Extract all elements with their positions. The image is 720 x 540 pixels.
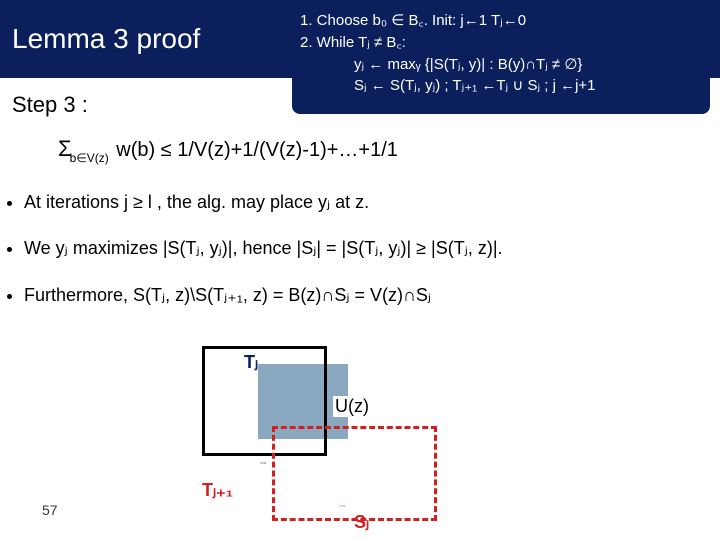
step-label: Step 3 : xyxy=(12,92,88,118)
tjp-arrow-icon xyxy=(248,462,278,464)
sum-rhs: w(b) ≤ 1/V(z)+1/(V(z)-1)+…+1/1 xyxy=(116,139,398,161)
slide-number: 57 xyxy=(42,502,58,518)
uz-label: U(z) xyxy=(333,396,371,417)
bullet-1: At iterations j ≥ l , the alg. may place… xyxy=(24,190,708,214)
sj-label: Sⱼ xyxy=(354,512,369,533)
algorithm-box: 1. Choose b₀ ∈ B꜀. Init: j←1 Tⱼ←0 2. Whi… xyxy=(292,4,710,114)
tj-label: Tⱼ xyxy=(244,352,258,373)
algo-line-2: 2. While Tⱼ ≠ B꜀: xyxy=(300,32,702,54)
slide-title: Lemma 3 proof xyxy=(12,23,200,55)
algo-line-1: 1. Choose b₀ ∈ B꜀. Init: j←1 Tⱼ←0 xyxy=(300,10,702,32)
bullet-2: We yⱼ maximizes |S(Tⱼ, yⱼ)|, hence |Sⱼ| … xyxy=(24,236,708,260)
bullet-list: At iterations j ≥ l , the alg. may place… xyxy=(18,190,708,329)
sj-arrow-icon xyxy=(328,505,356,507)
set-diagram: Tⱼ U(z) Tⱼ₊₁ Sⱼ xyxy=(178,340,538,530)
bullet-3: Furthermore, S(Tⱼ, z)\S(Tⱼ₊₁, z) = B(z)∩… xyxy=(24,283,708,307)
algo-line-3: yⱼ ← maxᵧ {|S(Tⱼ, y)| : B(y)∩Tⱼ ≠ ∅} xyxy=(300,54,702,76)
algo-line-4: Sⱼ ← S(Tⱼ, yⱼ) ; Tⱼ₊₁ ←Tⱼ ∪ Sⱼ ; j ←j+1 xyxy=(300,75,702,97)
harmonic-sum: Σb∈V(z) w(b) ≤ 1/V(z)+1/(V(z)-1)+…+1/1 xyxy=(58,136,398,162)
sum-subscript: b∈V(z) xyxy=(70,151,109,165)
tjp-label: Tⱼ₊₁ xyxy=(202,480,233,501)
